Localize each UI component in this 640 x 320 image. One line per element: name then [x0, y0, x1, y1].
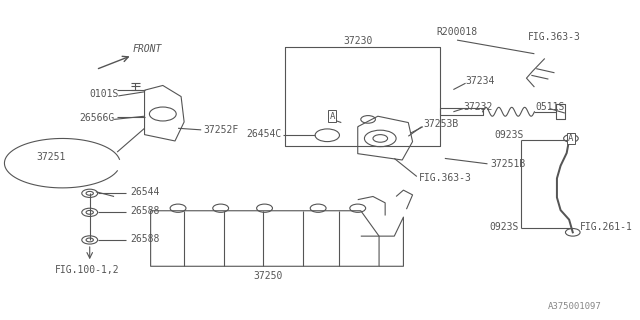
Text: 0923S: 0923S — [490, 222, 519, 232]
Text: FIG.363-3: FIG.363-3 — [528, 32, 581, 42]
Text: 26588: 26588 — [131, 234, 160, 244]
Text: 0511S: 0511S — [535, 102, 564, 112]
Text: 37251B: 37251B — [490, 159, 525, 169]
Text: 37250: 37250 — [253, 271, 283, 281]
Text: 0101S: 0101S — [89, 89, 118, 99]
Text: 37230: 37230 — [343, 36, 372, 46]
Text: 37234: 37234 — [465, 76, 495, 86]
Text: FRONT: FRONT — [132, 44, 162, 54]
Text: 37253B: 37253B — [423, 119, 458, 130]
Text: R200018: R200018 — [436, 27, 477, 36]
Text: 26566G: 26566G — [79, 113, 114, 123]
Text: 26588: 26588 — [131, 206, 160, 216]
Text: 26544: 26544 — [131, 187, 160, 197]
Text: 37252F: 37252F — [204, 125, 239, 135]
Text: FIG.363-3: FIG.363-3 — [419, 173, 472, 183]
Text: FIG.100-1,2: FIG.100-1,2 — [55, 265, 120, 276]
Text: 37232: 37232 — [463, 102, 493, 112]
Text: A: A — [330, 112, 335, 121]
Text: FIG.261-1: FIG.261-1 — [580, 222, 633, 232]
Text: 37251: 37251 — [36, 152, 65, 163]
Text: A375001097: A375001097 — [548, 302, 602, 311]
Text: A: A — [568, 134, 573, 143]
Text: 0923S: 0923S — [495, 130, 524, 140]
Text: 26454C: 26454C — [246, 129, 282, 139]
